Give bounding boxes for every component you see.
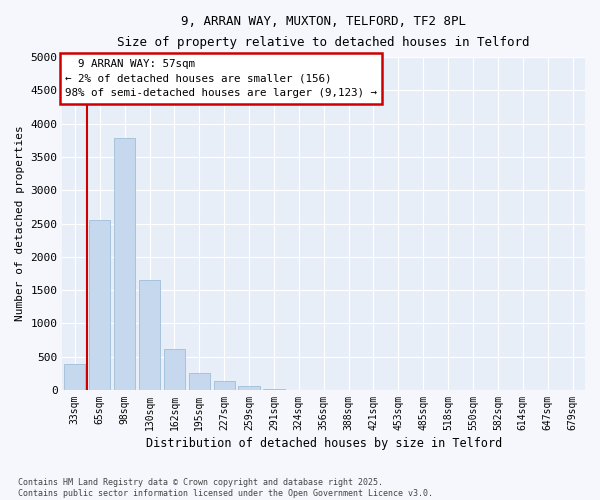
Bar (89, 220, 110, 390)
Bar (263, 388, 284, 390)
X-axis label: Distribution of detached houses by size in Telford: Distribution of detached houses by size … (146, 437, 502, 450)
Bar (214, 382, 235, 390)
Text: 9 ARRAN WAY: 57sqm  
← 2% of detached houses are smaller (156)
98% of semi-detac: 9 ARRAN WAY: 57sqm ← 2% of detached hous… (65, 59, 377, 98)
Bar (64, 364, 85, 390)
Bar (114, 138, 135, 390)
Y-axis label: Number of detached properties: Number of detached properties (15, 126, 25, 322)
Text: Contains HM Land Registry data © Crown copyright and database right 2025.
Contai: Contains HM Land Registry data © Crown c… (18, 478, 433, 498)
Title: 9, ARRAN WAY, MUXTON, TELFORD, TF2 8PL
Size of property relative to detached hou: 9, ARRAN WAY, MUXTON, TELFORD, TF2 8PL S… (118, 15, 530, 49)
Bar (139, 280, 160, 390)
Bar (189, 374, 210, 390)
Bar (164, 348, 185, 390)
Bar (238, 386, 260, 390)
